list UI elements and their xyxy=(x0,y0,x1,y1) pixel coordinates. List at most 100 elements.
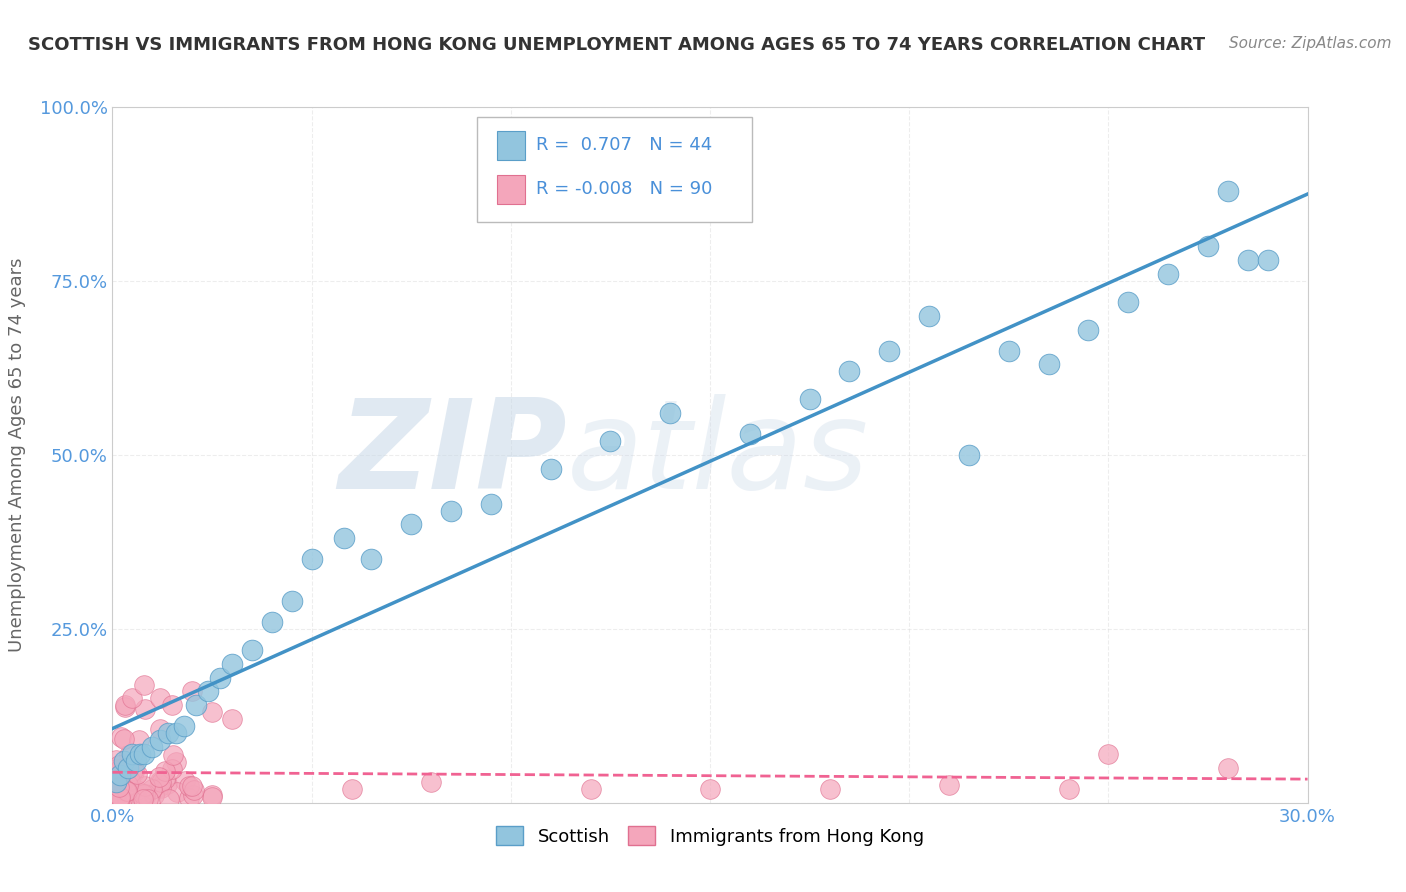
Point xyxy=(879,343,901,358)
Point xyxy=(179,779,201,793)
Point xyxy=(174,774,197,789)
Point xyxy=(1216,184,1239,198)
Point xyxy=(111,792,134,806)
Point xyxy=(301,552,323,566)
Point xyxy=(149,780,172,795)
Text: SCOTTISH VS IMMIGRANTS FROM HONG KONG UNEMPLOYMENT AMONG AGES 65 TO 74 YEARS COR: SCOTTISH VS IMMIGRANTS FROM HONG KONG UN… xyxy=(28,36,1205,54)
Point xyxy=(157,792,180,806)
Point xyxy=(114,699,136,714)
Point xyxy=(162,698,183,713)
Point xyxy=(181,779,204,793)
Point xyxy=(1197,239,1219,253)
Point xyxy=(153,764,176,779)
Point xyxy=(183,782,205,797)
Point xyxy=(149,733,172,747)
Point xyxy=(1097,747,1119,761)
Point xyxy=(105,788,128,802)
Point xyxy=(201,789,224,804)
Point xyxy=(201,788,224,802)
Point xyxy=(105,792,128,806)
Point xyxy=(118,747,141,762)
Point xyxy=(181,788,204,802)
Point xyxy=(134,779,156,793)
Point xyxy=(420,775,443,789)
Point xyxy=(157,726,180,740)
Point xyxy=(818,781,841,796)
Point xyxy=(117,784,139,798)
Point xyxy=(108,792,131,806)
Point xyxy=(148,780,170,794)
Y-axis label: Unemployment Among Ages 65 to 74 years: Unemployment Among Ages 65 to 74 years xyxy=(7,258,25,652)
Point xyxy=(173,719,195,733)
Point xyxy=(186,698,208,713)
Point xyxy=(120,772,142,787)
Point xyxy=(108,762,131,776)
Point xyxy=(117,761,139,775)
Point xyxy=(105,788,128,802)
Point xyxy=(117,773,139,788)
Point xyxy=(340,781,363,796)
Point xyxy=(260,615,283,629)
Point xyxy=(938,778,960,793)
Point xyxy=(124,763,146,777)
Point xyxy=(115,792,138,806)
Point xyxy=(110,730,132,744)
Point xyxy=(1057,781,1080,796)
Point xyxy=(1157,267,1180,281)
Point xyxy=(125,754,148,768)
Point xyxy=(115,760,138,774)
Point xyxy=(209,671,232,685)
Point xyxy=(738,427,761,442)
Point xyxy=(599,434,621,448)
Point xyxy=(156,777,179,791)
Point xyxy=(110,778,132,792)
Point xyxy=(134,747,156,761)
Point xyxy=(105,792,128,806)
Point xyxy=(360,552,382,566)
Point xyxy=(440,503,463,517)
Point xyxy=(149,691,172,706)
Point xyxy=(162,747,184,762)
Point xyxy=(148,770,170,784)
Point xyxy=(114,698,136,713)
Point xyxy=(105,762,128,776)
Point xyxy=(125,783,148,797)
Text: Source: ZipAtlas.com: Source: ZipAtlas.com xyxy=(1229,36,1392,51)
Point xyxy=(135,788,157,802)
Point xyxy=(540,462,562,476)
Point xyxy=(957,448,980,462)
Point xyxy=(479,497,502,511)
Point xyxy=(699,781,721,796)
Point xyxy=(166,785,188,799)
Point xyxy=(127,766,149,780)
Point xyxy=(105,775,128,789)
Text: R = -0.008   N = 90: R = -0.008 N = 90 xyxy=(537,180,713,198)
Legend: Scottish, Immigrants from Hong Kong: Scottish, Immigrants from Hong Kong xyxy=(489,819,931,853)
Point xyxy=(401,517,423,532)
Point xyxy=(132,792,155,806)
Point xyxy=(160,762,183,776)
Point xyxy=(1118,294,1140,309)
Point xyxy=(141,740,163,755)
Point xyxy=(165,755,187,769)
Point xyxy=(108,790,131,805)
Point xyxy=(1257,253,1279,268)
Point xyxy=(998,343,1021,358)
Point xyxy=(659,406,682,420)
Point xyxy=(129,747,152,761)
Point xyxy=(136,792,159,806)
Point xyxy=(165,726,187,740)
Point xyxy=(105,772,128,787)
Point xyxy=(128,733,150,747)
Point xyxy=(105,792,128,806)
Point xyxy=(111,776,134,790)
Point xyxy=(181,684,204,698)
Point xyxy=(221,712,243,726)
Point xyxy=(221,657,243,671)
Point xyxy=(141,781,163,796)
Point xyxy=(149,775,172,789)
Point xyxy=(105,753,128,767)
Point xyxy=(112,765,135,780)
Text: atlas: atlas xyxy=(567,394,869,516)
Point xyxy=(114,754,135,768)
